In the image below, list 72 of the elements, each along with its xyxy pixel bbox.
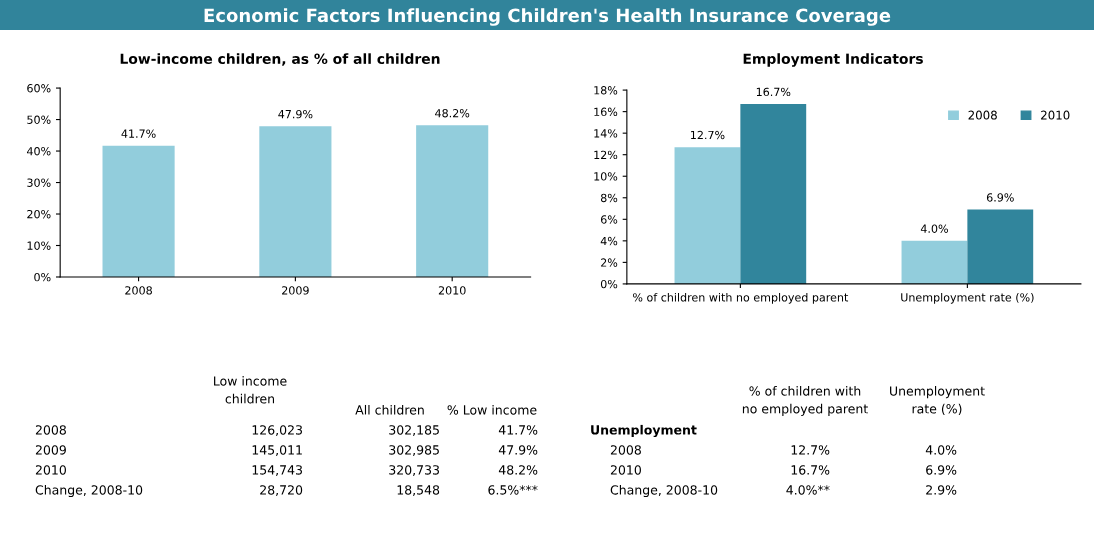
y-tick-label: 14% — [594, 129, 618, 138]
text: 4.0% — [925, 445, 957, 455]
text: 6.9% — [926, 465, 957, 475]
y-tick-label: 50% — [27, 115, 51, 124]
chart-title: Employment Indicators — [743, 53, 923, 67]
x-tick-label: 2010 — [438, 286, 466, 295]
data-label: 48.2% — [435, 109, 470, 118]
text: 2008 — [610, 445, 641, 455]
chart-title: Low-income children, as % of all children — [120, 53, 440, 66]
text: All children — [355, 404, 424, 415]
text: 320,733 — [389, 465, 439, 476]
bar — [740, 104, 807, 284]
y-tick-label: 16% — [594, 107, 618, 117]
text: Low income children — [214, 376, 287, 404]
text: 18,548 — [397, 485, 440, 496]
bar — [416, 125, 489, 277]
y-tick-label: 4% — [600, 236, 618, 246]
bar — [901, 240, 968, 284]
y-tick-label: 30% — [27, 178, 51, 187]
x-tick-label: % of children with no employed parent — [633, 292, 849, 304]
data-label: 47.9% — [278, 109, 313, 119]
text: 2.9% — [926, 485, 957, 495]
text: Unemployment rate (%) — [890, 386, 985, 415]
text: 2009 — [35, 445, 66, 455]
text: Economic Factors Influencing Children's Health Insurance Coverage — [204, 8, 891, 26]
y-tick-label: 18% — [594, 86, 618, 95]
text: % of children with no employed parent — [742, 386, 868, 416]
data-label: 4.0% — [920, 224, 948, 233]
text: Change, 2008-10 — [610, 484, 718, 498]
bar — [674, 147, 741, 284]
text: 4.0%** — [786, 485, 830, 495]
data-label: 41.7% — [121, 129, 156, 138]
data-label: 12.7% — [691, 130, 725, 140]
legend-label: 2010 — [1041, 110, 1070, 120]
text: % Low income — [447, 404, 537, 415]
y-tick-label: 10% — [594, 172, 618, 181]
text: 126,023 — [252, 425, 302, 436]
text: 28,720 — [260, 485, 303, 496]
text: 41.7% — [498, 425, 538, 435]
text: 302,185 — [389, 425, 439, 436]
text: 16.7% — [791, 465, 830, 475]
bar — [102, 145, 175, 277]
y-tick-label: 60% — [27, 84, 51, 93]
y-tick-label: 40% — [26, 147, 51, 156]
y-tick-label: 8% — [600, 193, 618, 203]
text: 154,743 — [252, 465, 302, 476]
text: 12.7% — [791, 445, 830, 455]
text: 2008 — [35, 425, 66, 435]
y-tick-label: 0% — [34, 272, 51, 282]
text: 2010 — [610, 465, 641, 475]
text: 6.5%*** — [488, 485, 538, 495]
x-tick-label: Unemployment rate (%) — [901, 292, 1034, 304]
y-tick-label: 10% — [27, 241, 51, 250]
text: 302,985 — [389, 445, 439, 456]
y-tick-label: 12% — [594, 150, 618, 160]
legend-label: 2008 — [968, 110, 997, 120]
y-tick-label: 0% — [600, 279, 618, 289]
text: 2010 — [35, 465, 66, 475]
text: 47.9% — [498, 445, 538, 455]
data-label: 16.7% — [756, 87, 791, 97]
text: Change, 2008-10 — [35, 484, 143, 498]
y-tick-label: 2% — [601, 258, 618, 267]
y-tick-label: 6% — [600, 215, 618, 224]
text: Unemployment — [591, 424, 697, 438]
bar — [259, 126, 332, 277]
x-tick-label: 2009 — [282, 286, 309, 295]
y-tick-label: 20% — [27, 209, 51, 219]
data-label: 6.9% — [986, 193, 1014, 202]
text: 145,011 — [252, 445, 302, 456]
x-tick-label: 2008 — [125, 286, 152, 295]
text: 48.2% — [498, 465, 538, 475]
bar — [967, 209, 1034, 284]
